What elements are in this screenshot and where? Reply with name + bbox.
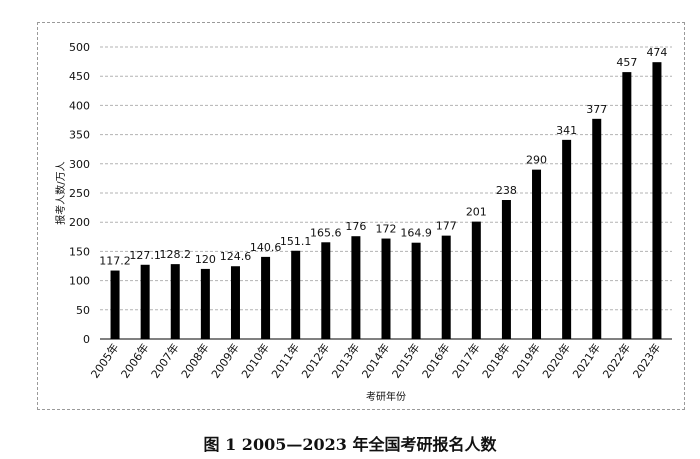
x-tick-label: 2023年 — [630, 341, 664, 381]
data-label: 151.1 — [280, 235, 312, 248]
x-axis-label: 考研年份 — [366, 390, 406, 403]
bar — [501, 200, 511, 339]
data-label: 176 — [345, 220, 366, 233]
x-tick-label: 2008年 — [178, 341, 212, 381]
y-tick-label: 400 — [69, 99, 90, 112]
x-tick-label: 2017年 — [449, 341, 483, 381]
bar — [441, 235, 451, 339]
data-label: 117.2 — [99, 255, 131, 268]
data-label: 177 — [436, 220, 457, 233]
x-tick-label: 2021年 — [569, 341, 603, 381]
bar — [140, 264, 150, 339]
data-label: 201 — [466, 206, 487, 219]
bars — [110, 62, 662, 340]
chart-frame — [37, 22, 685, 410]
figure-caption: 图 1 2005—2023 年全国考研报名人数 — [203, 435, 497, 454]
bar — [652, 62, 662, 340]
bar — [230, 266, 240, 339]
data-label: 124.6 — [220, 250, 252, 263]
bar — [592, 118, 602, 339]
y-tick-label: 250 — [69, 187, 90, 200]
x-tick-label: 2010年 — [238, 341, 272, 381]
x-tick-label: 2014年 — [359, 341, 393, 381]
y-tick-label: 0 — [83, 333, 90, 346]
bar — [471, 221, 481, 339]
x-tick-label: 2013年 — [329, 341, 363, 381]
bar — [261, 256, 271, 339]
y-tick-label: 100 — [69, 275, 90, 288]
y-tick-label: 450 — [69, 70, 90, 83]
x-tick-label: 2005年 — [88, 341, 122, 381]
bar — [291, 250, 301, 339]
x-tick-label: 2011年 — [268, 341, 302, 381]
x-tick-label: 2019年 — [509, 341, 543, 381]
bar — [170, 264, 180, 339]
data-label: 140.6 — [250, 241, 282, 254]
y-tick-label: 200 — [69, 216, 90, 229]
bar — [381, 238, 391, 339]
y-tick-label: 350 — [69, 129, 90, 142]
data-label: 172 — [376, 223, 397, 236]
y-tick-labels: 0 50 100 150 200 250 300 350 400 450 500 — [69, 41, 90, 346]
x-tick-label: 2018年 — [479, 341, 513, 381]
bar — [110, 270, 120, 339]
data-label: 457 — [616, 56, 637, 69]
y-tick-label: 50 — [76, 304, 90, 317]
gridlines — [100, 46, 672, 311]
bar — [622, 72, 632, 339]
x-tick-labels: 2005年2006年2007年2008年2009年2010年2011年2012年… — [88, 341, 664, 381]
data-label: 474 — [646, 46, 667, 59]
bar — [200, 268, 210, 339]
x-tick-label: 2020年 — [539, 341, 573, 381]
bar — [532, 169, 542, 339]
x-tick-label: 2022年 — [599, 341, 633, 381]
x-tick-label: 2007年 — [148, 341, 182, 381]
x-tick-label: 2016年 — [419, 341, 453, 381]
bar — [351, 236, 361, 339]
data-label: 290 — [526, 154, 547, 167]
data-label: 238 — [496, 184, 517, 197]
bar — [562, 139, 572, 339]
x-tick-label: 2006年 — [118, 341, 152, 381]
y-tick-label: 500 — [69, 41, 90, 54]
x-tick-label: 2009年 — [208, 341, 242, 381]
y-axis-label: 报考人数/万人 — [54, 161, 67, 224]
data-label: 127.1 — [129, 249, 161, 262]
y-tick-label: 300 — [69, 158, 90, 171]
x-tick-label: 2012年 — [298, 341, 332, 381]
data-label: 165.6 — [310, 226, 342, 239]
data-label: 377 — [586, 103, 607, 116]
data-label: 128.2 — [160, 248, 192, 261]
x-tick-label: 2015年 — [389, 341, 423, 381]
data-label: 341 — [556, 124, 577, 137]
bar — [321, 242, 331, 339]
bar — [411, 242, 421, 339]
y-tick-label: 150 — [69, 245, 90, 258]
data-label: 120 — [195, 253, 216, 266]
data-label: 164.9 — [400, 227, 432, 240]
